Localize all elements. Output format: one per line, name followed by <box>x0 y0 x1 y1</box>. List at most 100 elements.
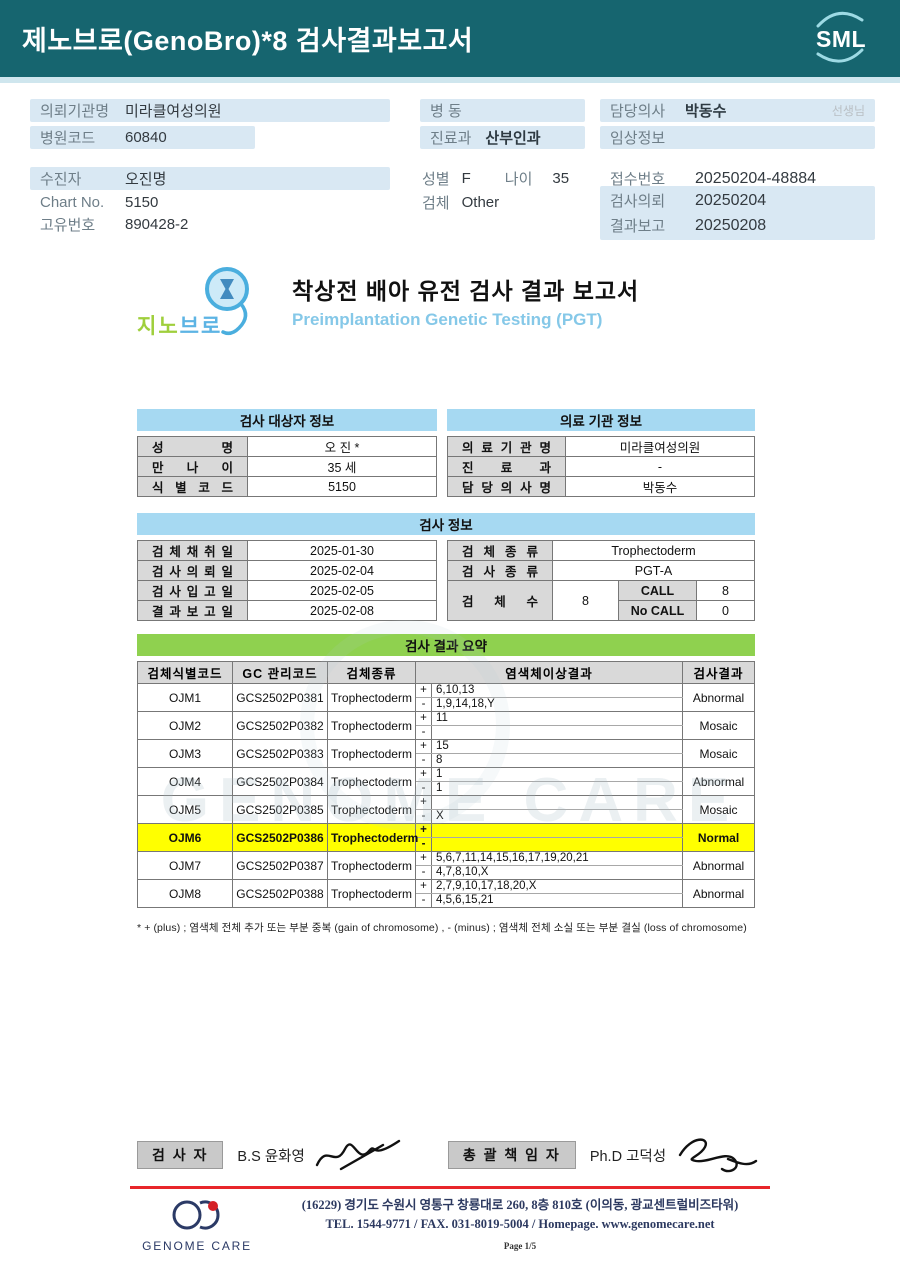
unique-no-label: 고유번호 <box>40 217 96 234</box>
genomecare-logo-icon <box>172 1200 220 1230</box>
tester-signature-icon <box>315 1139 401 1171</box>
request-date-value: 20250204 <box>695 191 767 209</box>
genomecare-logo: GENOME CARE <box>138 1198 256 1253</box>
department-value: 산부인과 <box>485 130 541 147</box>
summary-row: OJM3 GCS2502P0383 Trophectoderm +15 Mosaic <box>137 739 755 768</box>
result-cell: Mosaic <box>682 795 755 824</box>
unique-no-row: 고유번호 890428-2 <box>30 213 390 236</box>
plus-sign-cell: + <box>415 767 432 782</box>
patient-name-value: 오진명 <box>125 171 167 188</box>
chart-no-row: Chart No. 5150 <box>30 191 390 214</box>
minus-sign-cell: - <box>415 781 432 796</box>
sample-id-cell: OJM1 <box>137 683 233 712</box>
chart-no-value: 5150 <box>125 194 159 211</box>
loss-chromosomes-cell: X <box>431 809 683 824</box>
sample-count-label: 검 체 수 <box>447 580 553 621</box>
plus-sign-cell: + <box>415 823 432 838</box>
specimen-type-cell: Trophectoderm <box>327 739 416 768</box>
test-dates-table: 검 체 채 취 일 2025-01-30 검 사 의 뢰 일 2025-02-0… <box>137 540 437 621</box>
specimen-type-value: Trophectoderm <box>552 540 755 561</box>
plus-sign-cell: + <box>415 795 432 810</box>
summary-row: OJM8 GCS2502P0388 Trophectoderm +2,7,9,10,1… <box>137 879 755 908</box>
call-value: 8 <box>696 580 755 601</box>
report-date-row: 결과보고 20250208 <box>600 213 875 238</box>
director-signature-icon <box>678 1138 758 1173</box>
result-cell: Abnormal <box>682 851 755 880</box>
clinical-info-label: 임상정보 <box>610 130 666 147</box>
minus-sign-cell: - <box>415 697 432 712</box>
result-cell: Abnormal <box>682 767 755 796</box>
summary-row-minus: - <box>138 837 755 852</box>
footer-address-line: (16229) 경기도 수원시 영통구 창룡대로 260, 8층 810호 (이… <box>301 1198 739 1212</box>
requesting-org-label: 의뢰기관명 <box>40 103 110 120</box>
report-date-label: 결과보고 <box>610 218 666 235</box>
banner-strip <box>0 77 900 83</box>
sample-id-cell: OJM6 <box>137 823 233 852</box>
patient-name-label: 수진자 <box>40 171 82 188</box>
subject-age-label: 만 나 이 <box>137 456 248 477</box>
gain-chromosomes-cell: 5,6,7,11,14,15,16,17,19,20,21 <box>431 851 683 866</box>
test-info-section: 검사 정보 검 체 채 취 일 2025-01-30 검 사 의 뢰 일 202… <box>137 513 755 621</box>
plus-sign-cell: + <box>415 879 432 894</box>
page-title: 제노브로(GenoBro)*8 검사결과보고서 <box>22 26 474 56</box>
sample-id-cell: OJM2 <box>137 711 233 740</box>
plus-sign-cell: + <box>415 851 432 866</box>
table-row: 진 료 과 - <box>447 456 755 477</box>
specimen-row: 검체 Other <box>420 191 600 214</box>
gc-code-cell: GCS2502P0385 <box>232 795 328 824</box>
gc-code-cell: GCS2502P0387 <box>232 851 328 880</box>
plus-sign-cell: + <box>415 683 432 698</box>
org-table: 의 료 기 관 명 미라클여성의원 진 료 과 - 담 당 의 사 명 박동수 <box>447 436 755 497</box>
summary-header: 검사 결과 요약 <box>137 634 755 656</box>
loss-chromosomes-cell: 4,7,8,10,X <box>431 865 683 880</box>
request-date-value2: 2025-02-04 <box>247 560 437 581</box>
table-row: 성 명 오 진 * <box>137 436 437 457</box>
report-title-en: Preimplantation Genetic Testing (PGT) <box>292 310 603 329</box>
result-cell: Abnormal <box>682 683 755 712</box>
minus-sign-cell: - <box>415 865 432 880</box>
patient-info-area: 의뢰기관명 미라클여성의원 병원코드 60840 수진자 오진명 Chart N… <box>0 83 900 253</box>
subject-table: 성 명 오 진 * 만 나 이 35 세 식 별 코 드 5150 <box>137 436 437 497</box>
patient-name-row: 수진자 오진명 <box>30 167 390 190</box>
request-date-row: 검사의뢰 20250204 <box>600 188 875 213</box>
genobro-logo: 지노브로 <box>137 267 277 344</box>
pgt-report: 지노브로 착상전 배아 유전 검사 결과 보고서 Preimplantation… <box>137 267 755 935</box>
ward-row: 병 동 <box>420 99 585 122</box>
tester-name: B.S 윤화영 <box>237 1148 305 1165</box>
test-info-header: 검사 정보 <box>137 513 755 535</box>
unique-no-value: 890428-2 <box>125 216 189 233</box>
sample-id-cell: OJM4 <box>137 767 233 796</box>
sml-logo-icon: SML <box>816 11 866 63</box>
collect-date-value: 2025-01-30 <box>247 540 437 561</box>
minus-sign-cell: - <box>415 753 432 768</box>
sample-id-cell: OJM5 <box>137 795 233 824</box>
specimen-type-cell: Trophectoderm <box>327 683 416 712</box>
loss-chromosomes-cell: 1,9,14,18,Y <box>431 697 683 712</box>
report-title-kr: 착상전 배아 유전 검사 결과 보고서 <box>292 278 640 304</box>
specimen-type-cell: Trophectoderm <box>327 823 418 852</box>
nocall-value: 0 <box>696 600 755 621</box>
loss-chromosomes-cell: 8 <box>431 753 683 768</box>
summary-header-row: 검체식별코드 GC 관리코드 검체종류 염색체이상결과 검사결과 <box>137 661 755 684</box>
summary-row-minus: -4,5,6,15,21 <box>138 893 755 908</box>
gc-code-cell: GCS2502P0381 <box>232 683 328 712</box>
footer-contact-line: TEL. 1544-9771 / FAX. 031-8019-5004 / Ho… <box>325 1216 715 1231</box>
request-date-label2: 검 사 의 뢰 일 <box>137 560 248 581</box>
doctor-row: 담당의사 박동수 선생님 <box>600 99 875 122</box>
subject-section-header: 검사 대상자 정보 <box>137 409 437 431</box>
summary-row: OJM7 GCS2502P0387 Trophectoderm +5,6,7,11,1… <box>137 851 755 880</box>
gain-chromosomes-cell: 6,10,13 <box>431 683 683 698</box>
sex-label: 성별 <box>422 171 450 188</box>
result-cell: Abnormal <box>682 879 755 908</box>
top-banner: 제노브로(GenoBro)*8 검사결과보고서 SML <box>0 0 900 77</box>
gc-code-cell: GCS2502P0383 <box>232 739 328 768</box>
age-value: 35 <box>552 170 570 187</box>
result-cell: Mosaic <box>682 711 755 740</box>
test-type-value: PGT-A <box>552 560 755 581</box>
receipt-no-row: 접수번호 20250204-48884 <box>600 167 875 190</box>
signature-area: 검 사 자 B.S 윤화영 총 괄 책 임 자 Ph.D 고덕성 <box>137 1135 777 1175</box>
org-doctor-label: 담 당 의 사 명 <box>447 476 566 497</box>
dates-box: 검사의뢰 20250204 결과보고 20250208 <box>600 186 875 240</box>
sample-id-cell: OJM7 <box>137 851 233 880</box>
